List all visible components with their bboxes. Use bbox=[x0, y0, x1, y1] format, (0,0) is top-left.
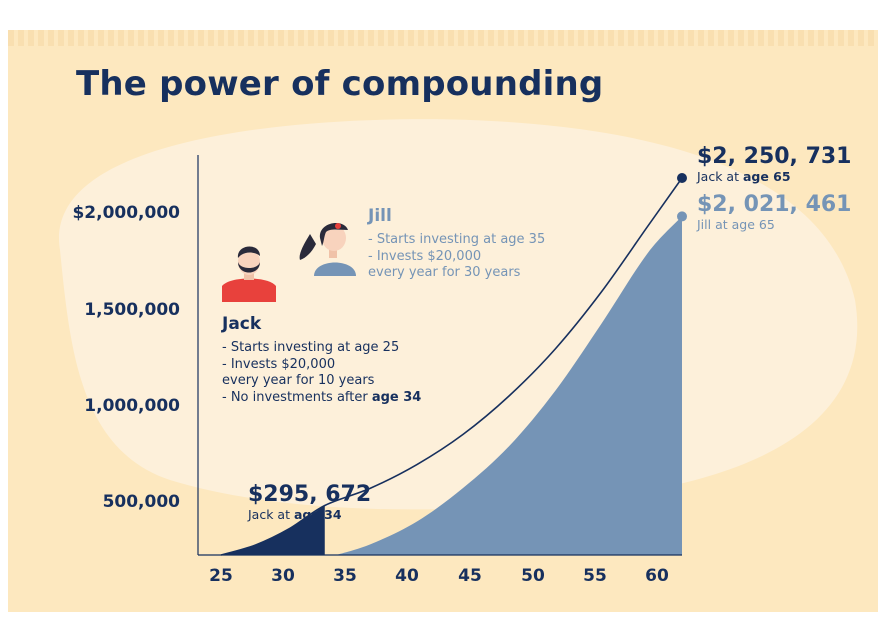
x-tick-label: 25 bbox=[209, 566, 233, 586]
jack-final-label: Jack at age 65 bbox=[697, 169, 791, 184]
jill-area bbox=[336, 216, 682, 555]
jack-final-value: $2, 250, 731 bbox=[697, 144, 852, 169]
jack-name: Jack bbox=[222, 314, 262, 334]
x-tick-label: 55 bbox=[583, 566, 607, 586]
chart-title: The power of compounding bbox=[76, 64, 604, 104]
y-tick-label: 500,000 bbox=[102, 492, 180, 512]
jack-description: - Starts investing at age 25 - Invests $… bbox=[222, 340, 422, 405]
y-tick-label: $2,000,000 bbox=[72, 203, 180, 223]
decorative-stripes bbox=[8, 30, 878, 46]
x-tick-label: 40 bbox=[395, 566, 419, 586]
jill-name: Jill bbox=[368, 206, 392, 226]
jill-final-label: Jill at age 65 bbox=[697, 217, 775, 232]
x-tick-label: 35 bbox=[333, 566, 357, 586]
jack-line bbox=[220, 177, 683, 556]
jack-avatar-icon bbox=[222, 246, 276, 302]
jack-final-point bbox=[677, 173, 687, 183]
jack-age34-annotation: $295, 672 Jack at age 34 bbox=[248, 484, 371, 522]
jack-area bbox=[221, 505, 325, 555]
jill-info: Jill - Starts investing at age 35 - Inve… bbox=[368, 206, 545, 282]
y-tick-label: 1,500,000 bbox=[84, 300, 180, 320]
y-tick-label: 1,000,000 bbox=[84, 396, 180, 416]
x-tick-label: 30 bbox=[271, 566, 295, 586]
jill-description: - Starts investing at age 35 - Invests $… bbox=[368, 232, 546, 280]
jack-age34-value: $295, 672 bbox=[248, 482, 372, 507]
jack-final-annotation: $2, 250, 731 Jack at age 65 bbox=[697, 146, 852, 184]
x-tick-label: 60 bbox=[645, 566, 669, 586]
jill-avatar-icon bbox=[299, 223, 356, 276]
jack-info: Jack - Starts investing at age 25 - Inve… bbox=[222, 314, 421, 406]
jill-final-value: $2, 021, 461 bbox=[697, 192, 852, 217]
x-tick-label: 50 bbox=[521, 566, 545, 586]
jill-final-annotation: $2, 021, 461 Jill at age 65 bbox=[697, 194, 852, 232]
x-tick-label: 45 bbox=[458, 566, 482, 586]
jill-final-point bbox=[677, 211, 687, 222]
jack-age34-label: Jack at age 34 bbox=[248, 507, 342, 522]
